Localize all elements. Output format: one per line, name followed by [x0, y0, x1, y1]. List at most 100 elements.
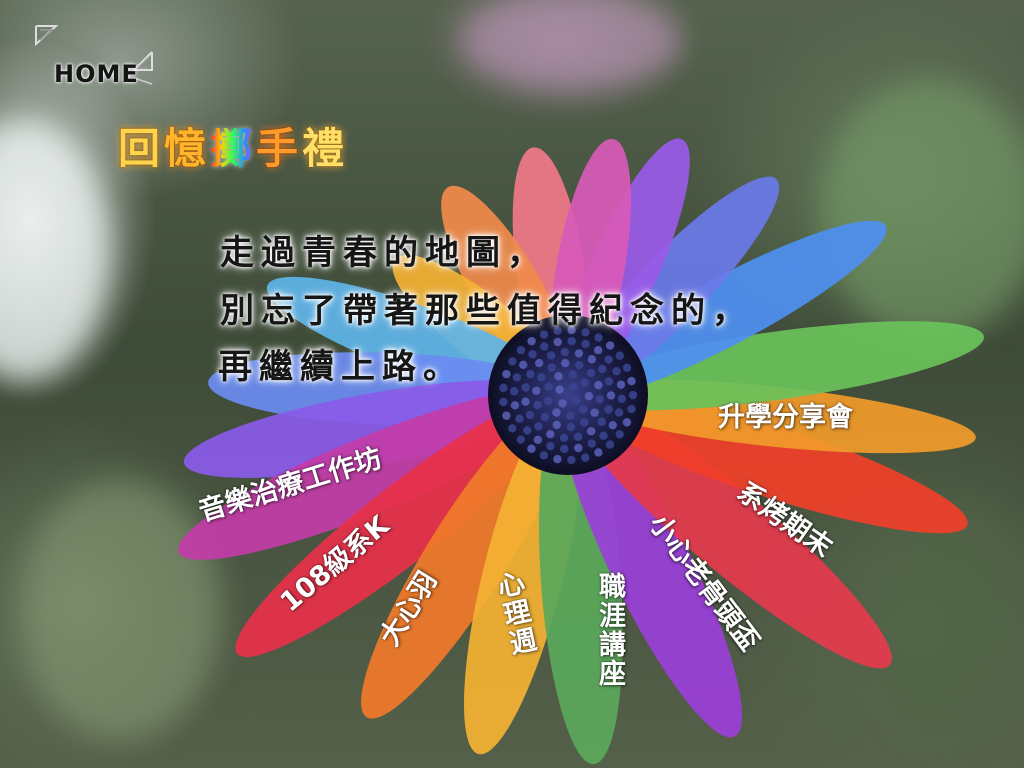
center-seed: [502, 369, 511, 379]
center-seed: [527, 336, 536, 346]
center-seed: [594, 448, 603, 457]
flower-center-texture: [499, 325, 638, 465]
center-seed: [605, 440, 615, 449]
center-seed: [580, 418, 589, 427]
center-seed: [499, 383, 508, 393]
center-seed: [627, 404, 636, 414]
center-seed: [547, 363, 556, 372]
center-seed: [525, 410, 535, 420]
title-char: 手: [256, 124, 303, 173]
petal-link-career-talk[interactable]: 職涯講座: [594, 572, 625, 688]
petal-link-study-share[interactable]: 升學分享會: [718, 402, 853, 433]
center-seed: [579, 405, 588, 414]
center-seed: [539, 451, 549, 460]
center-seed: [594, 333, 603, 342]
center-seed: [574, 443, 583, 453]
center-seed: [516, 346, 526, 355]
center-seed: [546, 441, 555, 451]
center-seed: [553, 337, 562, 347]
center-seed: [533, 435, 543, 444]
center-seed: [560, 347, 570, 357]
home-frame-icon: [35, 25, 153, 85]
center-seed: [521, 397, 530, 406]
center-seed: [533, 400, 542, 410]
center-seed: [508, 357, 517, 366]
center-seed: [539, 330, 549, 339]
center-seed: [617, 394, 627, 403]
center-seed: [587, 355, 597, 364]
center-seed: [499, 397, 508, 407]
center-seed: [627, 376, 636, 386]
center-seed: [574, 349, 584, 358]
center-seed: [540, 342, 549, 351]
center-seed: [597, 364, 607, 374]
center-seed: [581, 339, 590, 349]
center-seed: [616, 380, 626, 389]
center-seed: [604, 355, 613, 364]
page-title: 回憶擲手禮: [118, 128, 348, 170]
center-seed: [516, 435, 525, 444]
flower-center: [488, 315, 648, 475]
center-seed: [622, 363, 632, 372]
title-char: 禮: [302, 124, 349, 173]
title-char: 擲: [210, 124, 257, 173]
center-seed: [605, 341, 615, 350]
center-seed: [593, 346, 603, 355]
center-seed: [587, 439, 596, 448]
center-seed: [566, 411, 575, 421]
center-seed: [586, 427, 596, 436]
center-seed: [573, 432, 583, 441]
center-seed: [560, 444, 569, 454]
poem-line-3: 再繼續上路。: [218, 347, 464, 387]
center-seed: [552, 408, 561, 417]
center-seed: [560, 358, 570, 368]
center-seed: [572, 396, 581, 405]
center-seed: [615, 351, 625, 360]
center-seed: [628, 390, 638, 400]
center-seed: [544, 382, 553, 391]
center-seed: [555, 385, 564, 394]
center-seed: [569, 382, 578, 391]
center-seed: [523, 426, 532, 435]
center-seed: [537, 373, 546, 382]
center-seed: [515, 414, 524, 423]
poem-line-2: 別忘了帶著那些值得紀念的，: [220, 291, 753, 331]
center-seed: [519, 360, 528, 370]
center-seed: [540, 412, 550, 422]
center-seed: [543, 396, 553, 406]
center-seed: [502, 411, 511, 420]
center-seed: [510, 401, 520, 410]
center-seed: [566, 422, 576, 432]
center-seed: [521, 383, 530, 392]
center-seed: [615, 430, 624, 439]
home-label: HOME: [54, 60, 139, 88]
center-seed: [509, 387, 519, 396]
center-seed: [528, 350, 537, 359]
center-seed: [575, 360, 584, 370]
center-seed: [604, 405, 613, 414]
center-seed: [567, 455, 576, 465]
petal: [565, 391, 892, 669]
center-seed: [534, 358, 544, 368]
center-seed: [581, 453, 590, 462]
home-button[interactable]: HOME: [34, 22, 164, 94]
center-seed: [608, 420, 617, 430]
center-seed: [559, 433, 569, 443]
title-char: 回: [118, 124, 165, 173]
center-seed: [612, 367, 621, 376]
poem-line-1: 走過青春的地圖，: [220, 233, 548, 273]
center-seed: [581, 328, 590, 337]
center-seed: [622, 418, 632, 427]
petal: [567, 321, 984, 411]
center-seed: [606, 391, 616, 400]
center-seed: [546, 430, 555, 439]
center-seed: [597, 417, 606, 426]
center-seed: [614, 408, 624, 417]
center-seed: [532, 386, 541, 395]
center-seed: [604, 377, 614, 386]
center-seed: [527, 444, 536, 453]
center-seed: [586, 368, 596, 378]
center-seed: [508, 424, 517, 433]
title-char: 憶: [164, 124, 211, 173]
